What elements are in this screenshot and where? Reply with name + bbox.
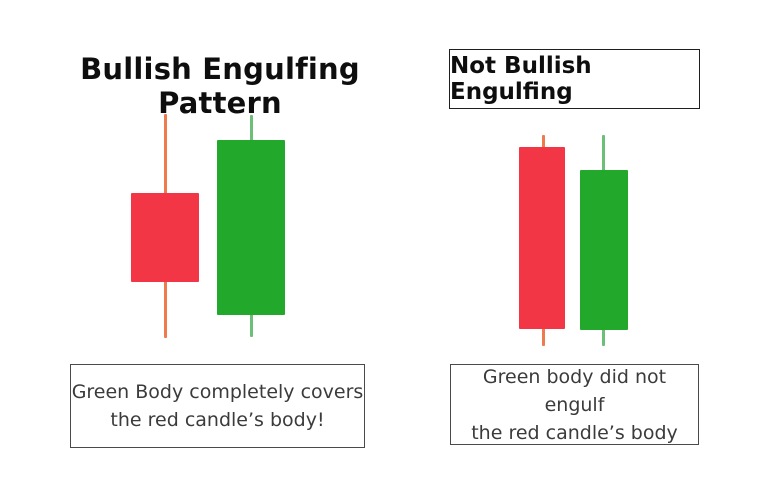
left-caption-box: Green Body completely covers the red can… [70, 364, 365, 448]
not-engulfed-red-candle-body [519, 147, 565, 329]
right-caption-line-2: the red candle’s body [471, 421, 678, 444]
engulfing-green-candle-body [217, 140, 285, 315]
right-panel-title-box: Not Bullish Engulfing [449, 49, 700, 109]
engulfing-green-candle-wick [249, 115, 253, 337]
right-panel-title: Not Bullish Engulfing [450, 53, 592, 105]
engulfed-red-candle-wick [163, 114, 167, 338]
left-caption-line-1: Green Body completely covers [71, 381, 364, 403]
left-caption-line-2: the red candle’s body! [110, 409, 325, 431]
not-engulfed-red-candle-wick [541, 135, 545, 346]
right-caption-line-1: Green body did not engulf [482, 365, 667, 416]
right-caption-box: Green body did not engulf the red candle… [450, 364, 699, 445]
smaller-green-candle-wick [601, 135, 605, 346]
left-panel-title: Bullish Engulfing Pattern [80, 52, 360, 120]
smaller-green-candle-body [580, 170, 628, 330]
engulfed-red-candle-body [131, 193, 199, 282]
